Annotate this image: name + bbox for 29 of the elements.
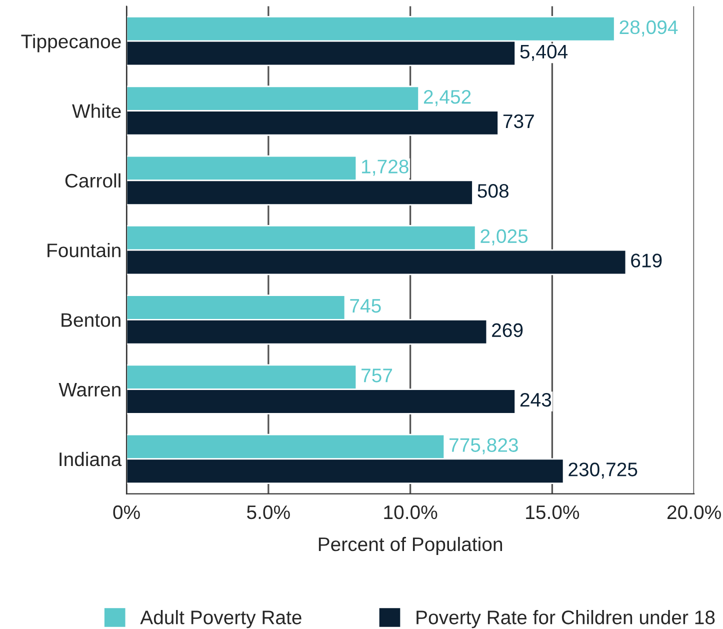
x-axis-title: Percent of Population [318, 536, 502, 556]
y-tick-label: White [72, 104, 121, 118]
x-tick-label: 10.0% [384, 505, 438, 520]
annotation: 5,404 [520, 44, 568, 61]
annotation: 2,452 [424, 90, 471, 106]
legend-label: Adult Poverty Rate [140, 610, 302, 628]
annotation: 737 [503, 114, 534, 128]
annotation: 28,094 [620, 20, 678, 36]
annotation: 243 [520, 392, 552, 407]
y-tick-label: Benton [62, 313, 120, 327]
annotation: 269 [492, 323, 523, 338]
x-tick-label: 20.0% [667, 505, 721, 520]
y-tick-label: Tippecanoe [21, 34, 121, 52]
annotation: 775,823 [450, 438, 518, 454]
annotation: 745 [350, 299, 381, 313]
annotation: 1,728 [362, 160, 408, 176]
y-tick-label: Indiana [60, 452, 122, 466]
annotation: 230,725 [568, 462, 638, 479]
y-tick-label: Carroll [65, 173, 120, 188]
annotation: 508 [478, 184, 508, 198]
x-tick-label: 5.0% [247, 505, 290, 520]
legend-label: Poverty Rate for Children under 18 [416, 610, 715, 628]
y-tick-label: Fountain [48, 242, 120, 258]
annotation: 2,025 [480, 229, 528, 246]
annotation: 619 [631, 254, 662, 268]
annotation: 757 [362, 368, 392, 382]
y-tick-label: Warren [58, 382, 120, 397]
x-tick-label: 15.0% [526, 505, 580, 520]
x-tick-label: 0% [113, 505, 140, 520]
